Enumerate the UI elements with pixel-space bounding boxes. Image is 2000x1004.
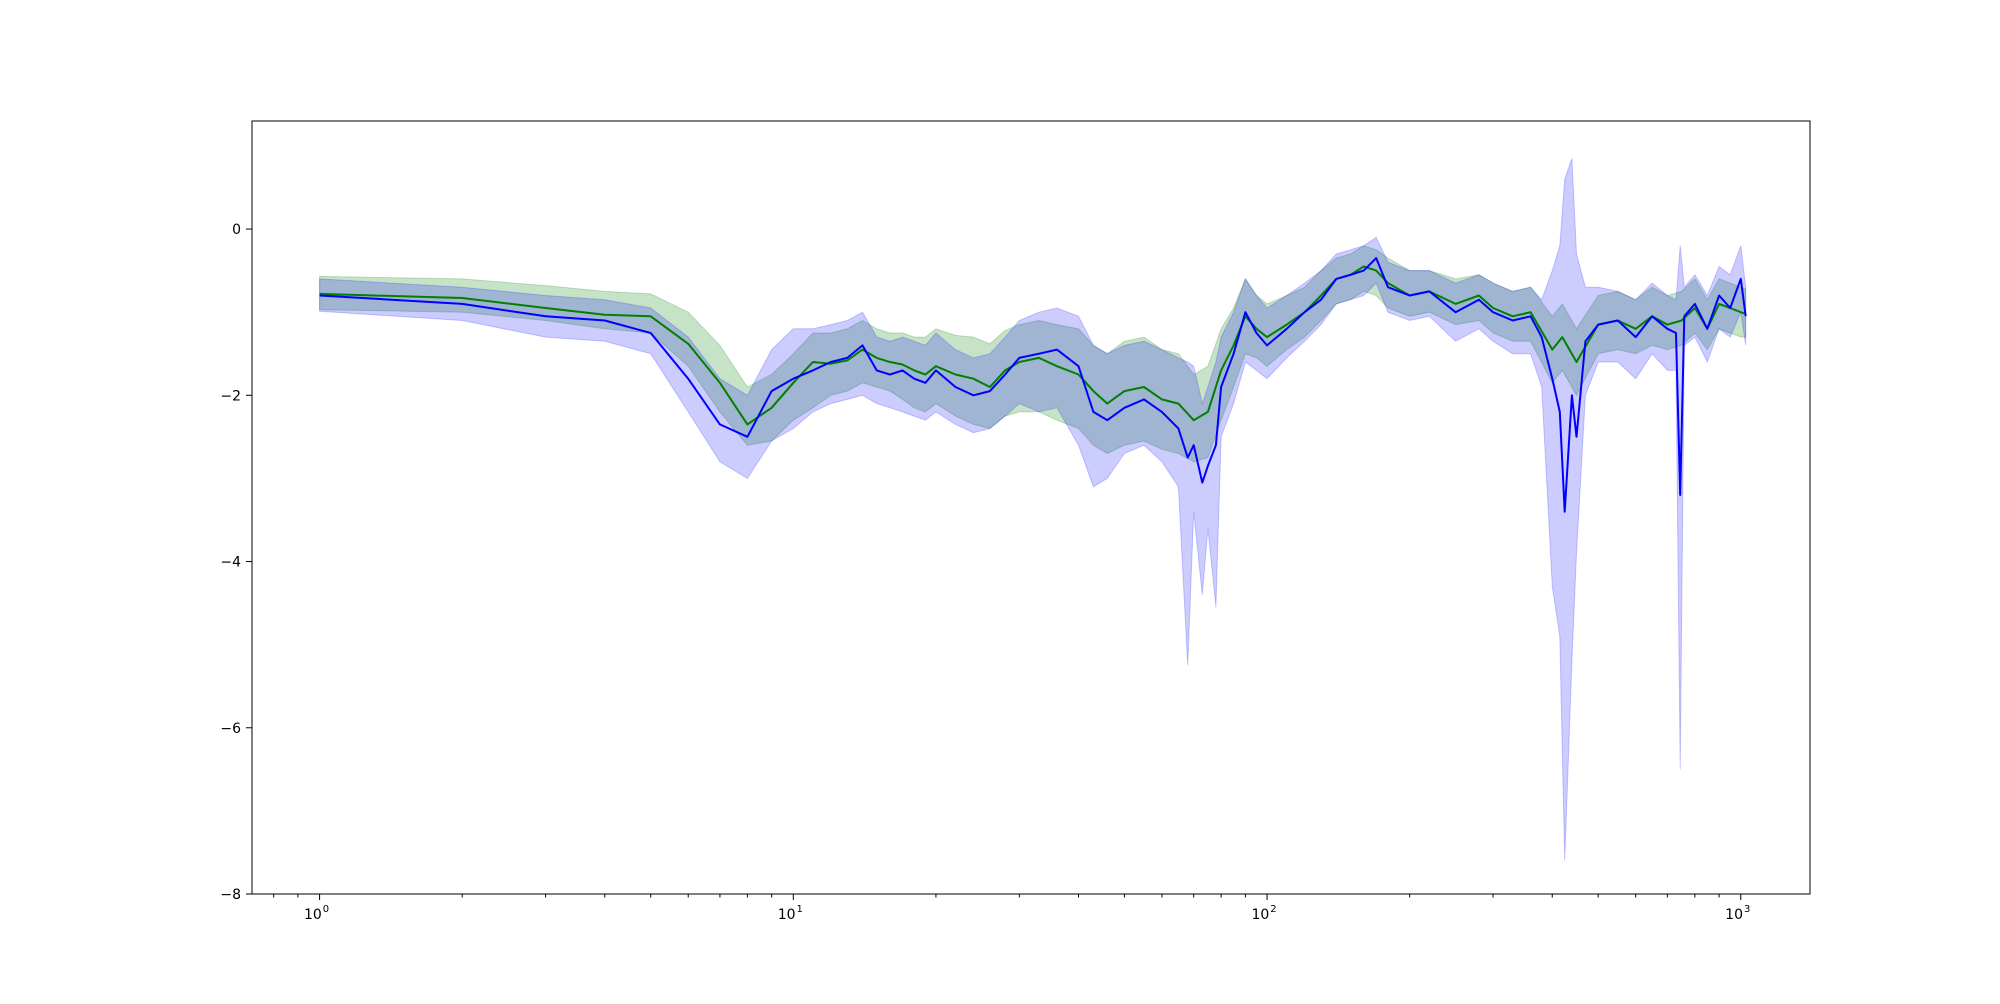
plot-area	[319, 158, 1747, 861]
series-2-line	[319, 257, 1747, 513]
y-tick-label: −8	[220, 887, 241, 903]
axes-frame	[251, 120, 1811, 895]
series-1-confidence-band	[319, 245, 1747, 463]
y-tick-label: 0	[232, 222, 241, 238]
series-group	[319, 158, 1747, 861]
y-tick-label: −6	[220, 721, 241, 737]
y-tick-label: −4	[220, 555, 241, 571]
y-tick-label: −2	[220, 388, 241, 404]
